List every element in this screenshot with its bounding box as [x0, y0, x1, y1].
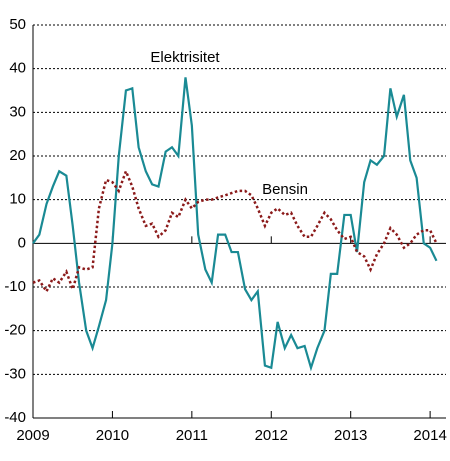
y-tick-label: 40 [9, 60, 26, 77]
y-tick-label: -40 [4, 409, 26, 426]
series-label: Bensin [262, 181, 308, 198]
y-tick-label: -30 [4, 365, 26, 382]
y-tick-label: 30 [9, 103, 26, 120]
series-line [32, 167, 438, 294]
x-tick-label: 2009 [16, 427, 49, 444]
x-tick-label: 2012 [255, 427, 288, 444]
x-tick-label: 2010 [96, 427, 129, 444]
y-tick-label: 50 [9, 16, 26, 33]
x-tick-label: 2013 [334, 427, 367, 444]
x-tick-label: 2014 [413, 427, 446, 444]
series-label: Elektrisitet [150, 49, 220, 66]
y-tick-label: 0 [18, 234, 26, 251]
y-tick-label: 20 [9, 147, 26, 164]
series-line [32, 77, 438, 372]
y-tick-label: -10 [4, 278, 26, 295]
y-tick-label: -20 [4, 322, 26, 339]
y-tick-label: 10 [9, 191, 26, 208]
x-tick-label: 2011 [176, 427, 208, 444]
